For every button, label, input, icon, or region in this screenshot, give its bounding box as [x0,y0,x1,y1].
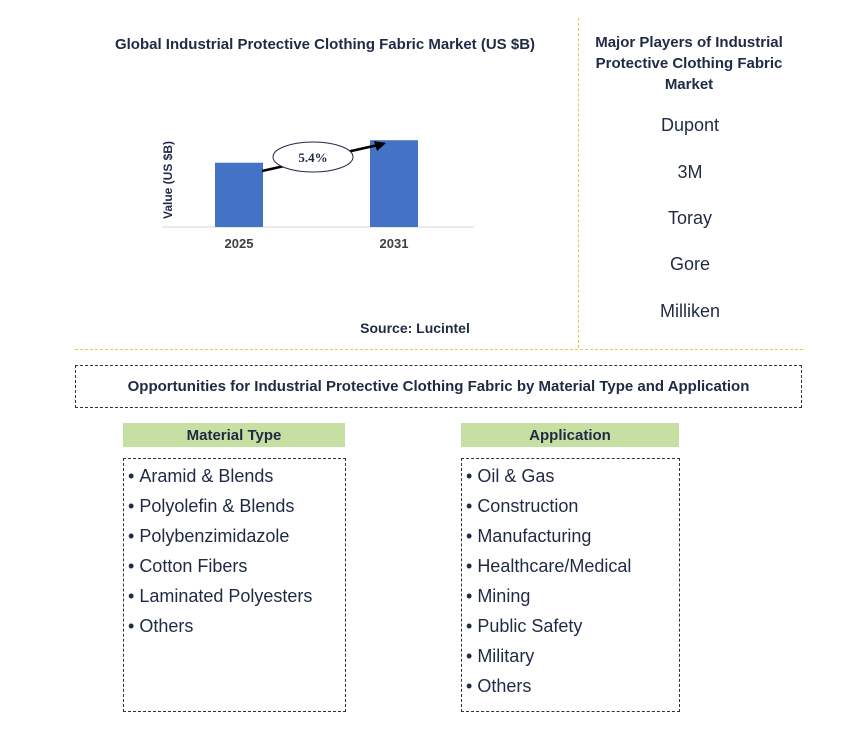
horizontal-divider [75,349,803,350]
bullet-icon: • [466,676,473,696]
material-type-item: Cotton Fibers [139,556,248,576]
list-item: • Oil & Gas [466,461,679,491]
bullet-icon: • [128,526,135,546]
list-item: • Military [466,641,679,671]
list-item: • Polybenzimidazole [128,521,345,551]
bullet-icon: • [128,466,135,486]
bullet-icon: • [466,616,473,636]
chart-title: Global Industrial Protective Clothing Fa… [114,36,536,53]
material-type-item: Aramid & Blends [139,466,274,486]
y-axis-label: Value (US $B) [161,141,175,219]
player-item: Milliken [659,301,720,321]
player-item: Dupont [660,115,720,135]
bullet-icon: • [466,556,473,576]
bullet-icon: • [466,526,473,546]
material-type-item: Others [139,616,194,636]
x-tick-label: 2025 [225,236,254,251]
list-item: • Manufacturing [466,521,679,551]
application-item: Others [477,676,532,696]
list-item: • Cotton Fibers [128,551,345,581]
list-item: • Construction [466,491,679,521]
player-item: Toray [667,208,712,228]
bullet-icon: • [128,496,135,516]
material-type-item: Polyolefin & Blends [139,496,295,516]
material-type-list: • Aramid & Blends • Polyolefin & Blends • P… [123,458,346,712]
bullet-icon: • [128,616,135,636]
application-item: Oil & Gas [477,466,555,486]
bar-2031 [370,140,418,227]
material-type-header: Material Type [123,423,345,447]
bullet-icon: • [466,466,473,486]
cagr-annotation: 5.4% [261,141,386,173]
list-item: • Others [466,671,679,701]
list-item: • Others [128,611,345,641]
cagr-arrow-head [374,141,386,151]
application-item: Mining [477,586,531,606]
material-type-item: Laminated Polyesters [139,586,313,606]
opportunities-title: Opportunities for Industrial Protective … [75,365,802,408]
list-item: • Healthcare/Medical [466,551,679,581]
list-item: • Laminated Polyesters [128,581,345,611]
player-item: 3M [677,162,703,182]
bullet-icon: • [466,646,473,666]
material-type-item: Polybenzimidazole [139,526,290,546]
bullet-icon: • [128,586,135,606]
x-tick-label: 2031 [380,236,409,251]
player-item: Gore [669,254,711,274]
application-item: Military [477,646,535,666]
application-item: Healthcare/Medical [477,556,632,576]
cagr-label: 5.4% [298,150,327,165]
application-header: Application [461,423,679,447]
list-item: • Mining [466,581,679,611]
list-item: • Public Safety [466,611,679,641]
vertical-divider [578,18,579,348]
application-item: Manufacturing [477,526,592,546]
bullet-icon: • [466,586,473,606]
cagr-bubble [272,141,354,173]
bullet-icon: • [128,556,135,576]
bar-chart: Value (US $B) 2025 2031 5.4% [161,140,474,251]
opportunities-title-text: Opportunities for Industrial Protective … [127,378,750,395]
bar-2025 [215,162,263,227]
application-item: Construction [477,496,579,516]
list-item: • Aramid & Blends [128,461,345,491]
players-title: Major Players of Industrial Protective C… [595,34,783,93]
list-item: • Polyolefin & Blends [128,491,345,521]
bullet-icon: • [466,496,473,516]
application-list: • Oil & Gas • Construction • Manufacturing … [461,458,680,712]
source-label: Source: Lucintel [360,320,470,336]
application-item: Public Safety [477,616,583,636]
